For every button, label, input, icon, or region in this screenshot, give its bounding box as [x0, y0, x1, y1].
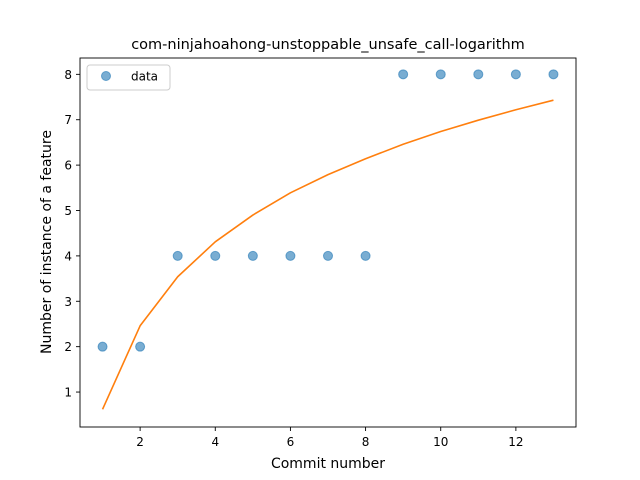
data-point	[510, 69, 521, 80]
data-point	[210, 250, 221, 261]
x-tick-label: 6	[287, 435, 295, 449]
data-point	[548, 69, 559, 80]
x-axis: 2 4 6 8 10 12	[136, 427, 524, 449]
data-point	[398, 69, 409, 80]
y-tick-label: 5	[64, 204, 72, 218]
y-tick-label: 1	[64, 386, 72, 400]
data-point	[435, 69, 446, 80]
data-point	[135, 341, 146, 352]
legend: data	[86, 64, 171, 91]
x-tick-label: 10	[433, 435, 448, 449]
x-tick-label: 4	[211, 435, 219, 449]
plot-area	[97, 69, 559, 410]
y-tick-label: 6	[64, 159, 72, 173]
y-tick-label: 7	[64, 113, 72, 127]
x-tick-label: 2	[136, 435, 144, 449]
data-point	[285, 250, 296, 261]
x-tick-label: 8	[362, 435, 370, 449]
data-point	[360, 250, 371, 261]
legend-box	[86, 64, 171, 91]
y-axis-label: Number of instance of a feature	[39, 130, 55, 354]
y-tick-label: 8	[64, 68, 72, 82]
data-point	[247, 250, 258, 261]
data-point	[473, 69, 484, 80]
legend-marker-data	[101, 71, 111, 81]
data-point	[172, 250, 183, 261]
chart-title: com-ninjahoahong-unstoppable_unsafe_call…	[131, 37, 525, 53]
y-axis: 1 2 3 4 5 6 7 8	[64, 68, 80, 400]
legend-label-data: data	[131, 70, 158, 84]
plot-frame	[79, 57, 577, 428]
fit-curve-line	[101, 99, 554, 410]
x-axis-label: Commit number	[271, 456, 385, 472]
y-tick-label: 4	[64, 249, 72, 263]
data-point	[323, 250, 333, 261]
data-point	[97, 341, 108, 352]
x-tick-label: 12	[508, 435, 523, 449]
y-tick-label: 3	[64, 295, 72, 309]
y-tick-label: 2	[64, 340, 72, 354]
